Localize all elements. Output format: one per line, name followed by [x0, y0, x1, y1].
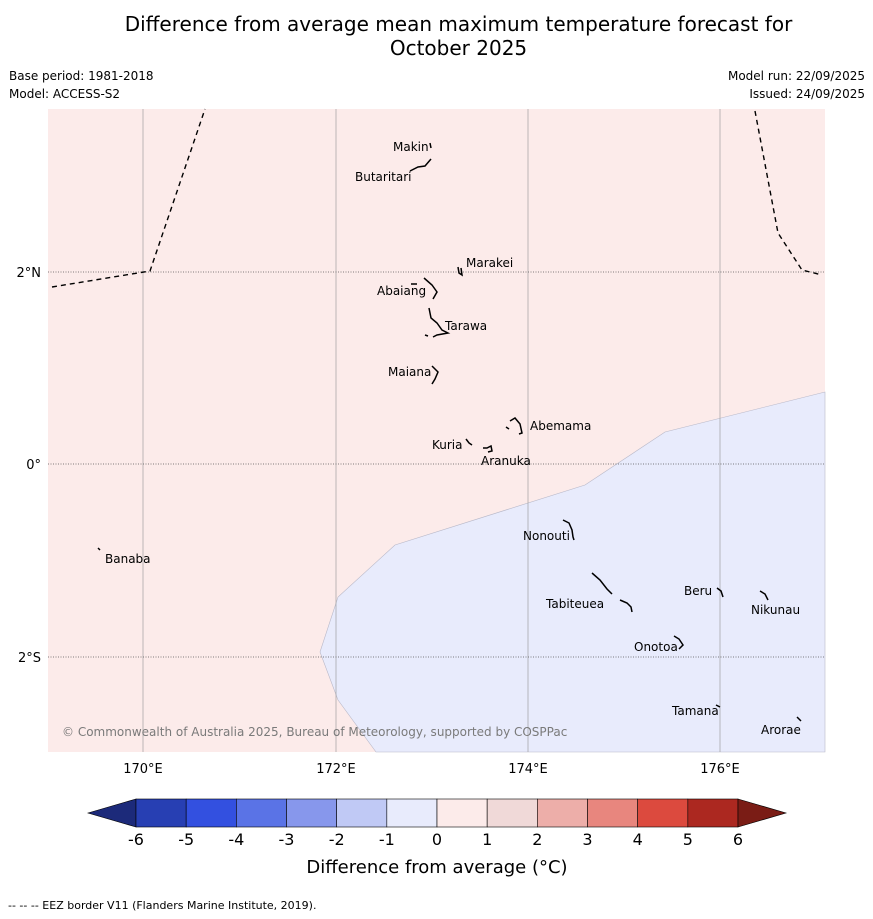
label-butaritari: Butaritari	[355, 170, 412, 184]
colorbar-tick-label: -4	[228, 830, 244, 849]
colorbar-tick-label: 4	[633, 830, 643, 849]
colorbar-tick-label: 1	[482, 830, 492, 849]
colorbar-tick-label: 5	[683, 830, 693, 849]
label-abaiang: Abaiang	[377, 284, 426, 298]
eez-footnote: -- -- -- EEZ border V11 (Flanders Marine…	[8, 899, 317, 912]
y-tick-2s: 2°S	[18, 651, 41, 666]
colorbar-tick-label: 6	[733, 830, 743, 849]
colorbar-tick-label: -1	[379, 830, 395, 849]
abemama-islet	[505, 426, 510, 430]
label-nonouti: Nonouti	[523, 529, 570, 543]
marakei-island	[457, 266, 463, 277]
label-kuria: Kuria	[432, 438, 463, 452]
abemama-island	[509, 417, 523, 435]
x-tick-170e: 170°E	[123, 762, 163, 777]
label-nikunau: Nikunau	[751, 603, 800, 617]
issued-date: Issued: 24/09/2025	[749, 87, 865, 101]
tamana-island	[715, 704, 721, 708]
x-tick-176e: 176°E	[700, 762, 740, 777]
onotoa-island	[673, 635, 684, 650]
model-run: Model run: 22/09/2025	[727, 69, 865, 83]
colorbar: -6 -5 -4 -3 -2 -1 0 1 2 3 4 5 6 Difference from aver…	[86, 798, 788, 878]
makin-island	[429, 142, 432, 149]
y-tick-2n: 2°N	[17, 266, 42, 281]
axis-labels: 170°E 172°E 174°E 176°E 2°N 0° 2°S	[17, 266, 740, 777]
colorbar-cell	[135, 798, 187, 828]
meta-right: Model run: 22/09/2025 Issued: 24/09/2025	[728, 67, 865, 103]
colorbar-tick-label: -3	[279, 830, 295, 849]
tabiteuea-island	[591, 572, 633, 613]
colorbar-cell	[537, 798, 588, 828]
x-tick-174e: 174°E	[508, 762, 548, 777]
butaritari-island	[409, 158, 432, 172]
colorbar-cell	[436, 798, 488, 828]
maiana-island	[431, 365, 439, 385]
label-abemama: Abemama	[530, 419, 591, 433]
label-maiana: Maiana	[388, 365, 431, 379]
colorbar-tick-label: -2	[329, 830, 345, 849]
tarawa-island	[428, 307, 451, 338]
label-tamana: Tamana	[671, 704, 719, 718]
label-tabiteuea: Tabiteuea	[545, 597, 604, 611]
colorbar-cell	[486, 798, 538, 828]
colorbar-tick-label: -6	[128, 830, 144, 849]
base-period: Base period: 1981-2018	[9, 69, 154, 83]
colorbar-tick-label: 3	[582, 830, 592, 849]
colorbar-cell	[687, 798, 739, 828]
islands	[97, 142, 802, 722]
label-banaba: Banaba	[105, 552, 151, 566]
copyright-notice: © Commonwealth of Australia 2025, Bureau…	[62, 725, 567, 739]
model-name: Model: ACCESS-S2	[9, 87, 121, 101]
latitude-gridlines	[48, 271, 825, 658]
nonouti-island	[562, 519, 575, 541]
place-labels: Makin Butaritari Marakei Abaiang Tarawa …	[105, 140, 801, 737]
label-aranuka: Aranuka	[481, 454, 531, 468]
label-marakei: Marakei	[466, 256, 513, 270]
arorae-island	[796, 716, 802, 722]
x-tick-172e: 172°E	[316, 762, 356, 777]
colorbar-cell	[286, 798, 337, 828]
banaba-island	[97, 547, 101, 551]
colorbar-cell	[386, 798, 438, 828]
title-line-2: October 2025	[389, 36, 528, 60]
chart-title: Difference from average mean maximum tem…	[0, 12, 873, 60]
kuria-island	[465, 438, 473, 446]
colorbar-cell	[637, 798, 689, 828]
beru-island	[716, 587, 724, 598]
tarawa-islet	[424, 334, 429, 337]
label-beru: Beru	[684, 584, 712, 598]
label-arorae: Arorae	[761, 723, 801, 737]
label-tarawa: Tarawa	[444, 319, 487, 333]
nikunau-island	[759, 590, 769, 601]
eez-border	[51, 108, 823, 288]
colorbar-label: Difference from average (°C)	[306, 857, 567, 878]
aranuka-island	[483, 444, 493, 453]
colorbar-extend-high	[737, 798, 788, 828]
colorbar-cells	[135, 798, 739, 828]
y-tick-0: 0°	[26, 458, 41, 473]
colorbar-cell	[185, 798, 237, 828]
colorbar-ticks: -6 -5 -4 -3 -2 -1 0 1 2 3 4 5 6	[128, 830, 743, 849]
negative-anomaly-region	[319, 391, 826, 753]
colorbar-cell	[336, 798, 388, 828]
colorbar-tick-label: 0	[432, 830, 442, 849]
colorbar-extend-low	[86, 798, 137, 828]
longitude-gridlines	[142, 109, 721, 752]
meta-left: Base period: 1981-2018 Model: ACCESS-S2	[9, 67, 154, 103]
colorbar-tick-label: -5	[178, 830, 194, 849]
colorbar-cell	[587, 798, 638, 828]
label-makin: Makin	[393, 140, 429, 154]
colorbar-tick-label: 2	[532, 830, 542, 849]
title-line-1: Difference from average mean maximum tem…	[124, 12, 793, 36]
colorbar-cell	[236, 798, 287, 828]
abaiang-island	[423, 277, 438, 300]
label-onotoa: Onotoa	[634, 640, 678, 654]
